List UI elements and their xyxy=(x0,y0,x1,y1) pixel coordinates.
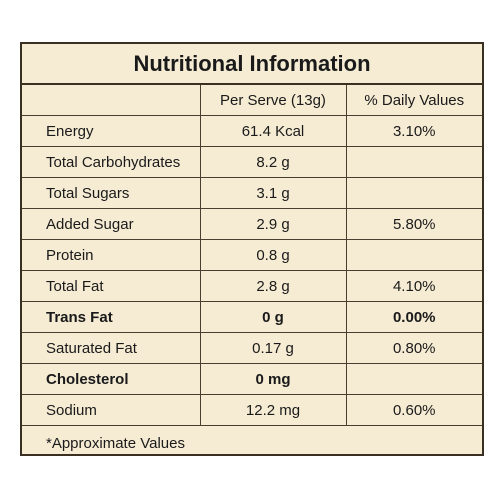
table-row: Energy 61.4 Kcal 3.10% xyxy=(22,115,482,147)
nutrient-per-serve: 12.2 mg xyxy=(200,394,347,426)
nutrient-name: Trans Fat xyxy=(22,301,201,333)
nutrient-per-serve: 61.4 Kcal xyxy=(200,115,347,147)
nutrient-daily-value xyxy=(346,146,482,178)
nutrient-per-serve: 0 mg xyxy=(200,363,347,395)
nutrient-name: Total Fat xyxy=(22,270,201,302)
header-per-serve: Per Serve (13g) xyxy=(200,85,347,116)
nutrient-per-serve: 0.8 g xyxy=(200,239,347,271)
nutrient-per-serve: 3.1 g xyxy=(200,177,347,209)
nutrient-daily-value: 0.00% xyxy=(346,301,482,333)
table-row: Cholesterol 0 mg xyxy=(22,363,482,395)
table-row: Total Sugars 3.1 g xyxy=(22,177,482,209)
table-header-row: Per Serve (13g) % Daily Values xyxy=(22,85,482,116)
table-row: Total Carbohydrates 8.2 g xyxy=(22,146,482,178)
nutrient-daily-value xyxy=(346,363,482,395)
nutrient-per-serve: 0 g xyxy=(200,301,347,333)
table-row: Saturated Fat 0.17 g 0.80% xyxy=(22,332,482,364)
nutrient-name: Energy xyxy=(22,115,201,147)
header-nutrient xyxy=(22,85,201,116)
nutrient-name: Added Sugar xyxy=(22,208,201,240)
table-row: Total Fat 2.8 g 4.10% xyxy=(22,270,482,302)
nutrient-daily-value: 5.80% xyxy=(346,208,482,240)
nutrient-per-serve: 2.9 g xyxy=(200,208,347,240)
table-row: Trans Fat 0 g 0.00% xyxy=(22,301,482,333)
nutrient-daily-value xyxy=(346,239,482,271)
nutrient-name: Cholesterol xyxy=(22,363,201,395)
nutrient-name: Saturated Fat xyxy=(22,332,201,364)
footnote: *Approximate Values xyxy=(46,434,185,452)
nutrition-table: Per Serve (13g) % Daily Values Energy 61.… xyxy=(22,85,482,426)
label-title: Nutritional Information xyxy=(22,44,482,85)
table-row: Added Sugar 2.9 g 5.80% xyxy=(22,208,482,240)
nutrient-name: Total Sugars xyxy=(22,177,201,209)
nutrient-per-serve: 2.8 g xyxy=(200,270,347,302)
table-row: Sodium 12.2 mg 0.60% xyxy=(22,394,482,426)
nutrient-name: Protein xyxy=(22,239,201,271)
header-daily-values: % Daily Values xyxy=(346,85,482,116)
nutrition-label: Nutritional Information Per Serve (13g) … xyxy=(20,42,484,456)
nutrient-daily-value xyxy=(346,177,482,209)
nutrient-daily-value: 4.10% xyxy=(346,270,482,302)
nutrient-name: Sodium xyxy=(22,394,201,426)
nutrient-daily-value: 3.10% xyxy=(346,115,482,147)
nutrient-name: Total Carbohydrates xyxy=(22,146,201,178)
nutrient-per-serve: 0.17 g xyxy=(200,332,347,364)
nutrient-per-serve: 8.2 g xyxy=(200,146,347,178)
table-row: Protein 0.8 g xyxy=(22,239,482,271)
nutrient-daily-value: 0.80% xyxy=(346,332,482,364)
nutrient-daily-value: 0.60% xyxy=(346,394,482,426)
